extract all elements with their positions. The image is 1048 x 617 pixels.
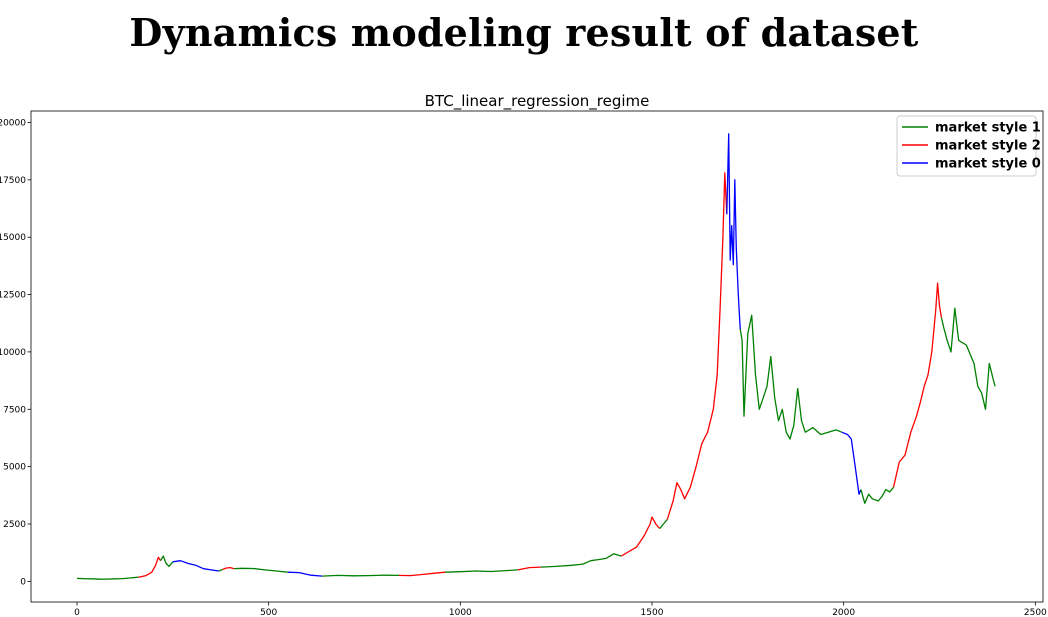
y-tick-label: 12500 [0, 291, 26, 301]
legend-label: market style 0 [935, 157, 1041, 172]
x-tick-label: 2500 [1024, 608, 1047, 617]
y-tick-label: 15000 [0, 233, 26, 243]
series-segment-21 [940, 307, 996, 410]
series-segment-1 [138, 556, 162, 578]
series-segment-16 [726, 133, 741, 330]
x-tick-label: 1000 [449, 608, 472, 617]
legend-label: market style 1 [935, 121, 1041, 136]
y-tick-label: 17500 [0, 176, 26, 186]
legend-label: market style 2 [935, 139, 1041, 154]
series-segment-10 [444, 569, 518, 573]
series-segment-11 [517, 566, 541, 571]
x-axis: 0 500 1000 1500 2000 2500 [74, 602, 1047, 617]
series-segment-5 [222, 566, 235, 571]
series-segment-14 [659, 518, 668, 530]
series-segment-17 [739, 314, 843, 440]
y-axis: 0 2500 5000 7500 10000 12500 15000 17500 20000 [0, 118, 31, 587]
series-segment-18 [841, 431, 862, 495]
x-tick-label: 2000 [832, 608, 855, 617]
x-tick-label: 500 [260, 608, 277, 617]
plot-lines [76, 133, 996, 580]
legend-box [896, 115, 1037, 177]
series-segment-13 [620, 516, 661, 557]
series-segment-7 [287, 571, 323, 577]
series-segment-15 [666, 172, 728, 520]
series-segment-9 [398, 571, 446, 577]
x-tick-label: 0 [74, 608, 80, 617]
figure-title: Dynamics modeling result of dataset [129, 10, 919, 55]
y-tick-label: 0 [20, 577, 26, 587]
legend: market style 1 market style 2 market style… [896, 115, 1041, 177]
y-tick-label: 2500 [3, 520, 26, 530]
series-segment-19 [860, 486, 895, 504]
series-segment-0 [76, 576, 139, 580]
x-tick-label: 1500 [641, 608, 664, 617]
series-segment-4 [218, 568, 223, 572]
series-segment-8 [322, 574, 400, 577]
y-tick-label: 10000 [0, 348, 26, 358]
y-tick-label: 5000 [3, 463, 26, 473]
chart-title: BTC_linear_regression_regime [425, 92, 650, 111]
series-segment-3 [172, 560, 219, 572]
series-segment-6 [234, 567, 288, 573]
series-segment-2 [160, 555, 174, 568]
y-tick-label: 20000 [0, 118, 26, 128]
y-tick-label: 7500 [3, 405, 26, 415]
axes-frame [30, 110, 1044, 603]
series-segment-12 [540, 553, 622, 568]
series-segment-20 [892, 282, 943, 488]
